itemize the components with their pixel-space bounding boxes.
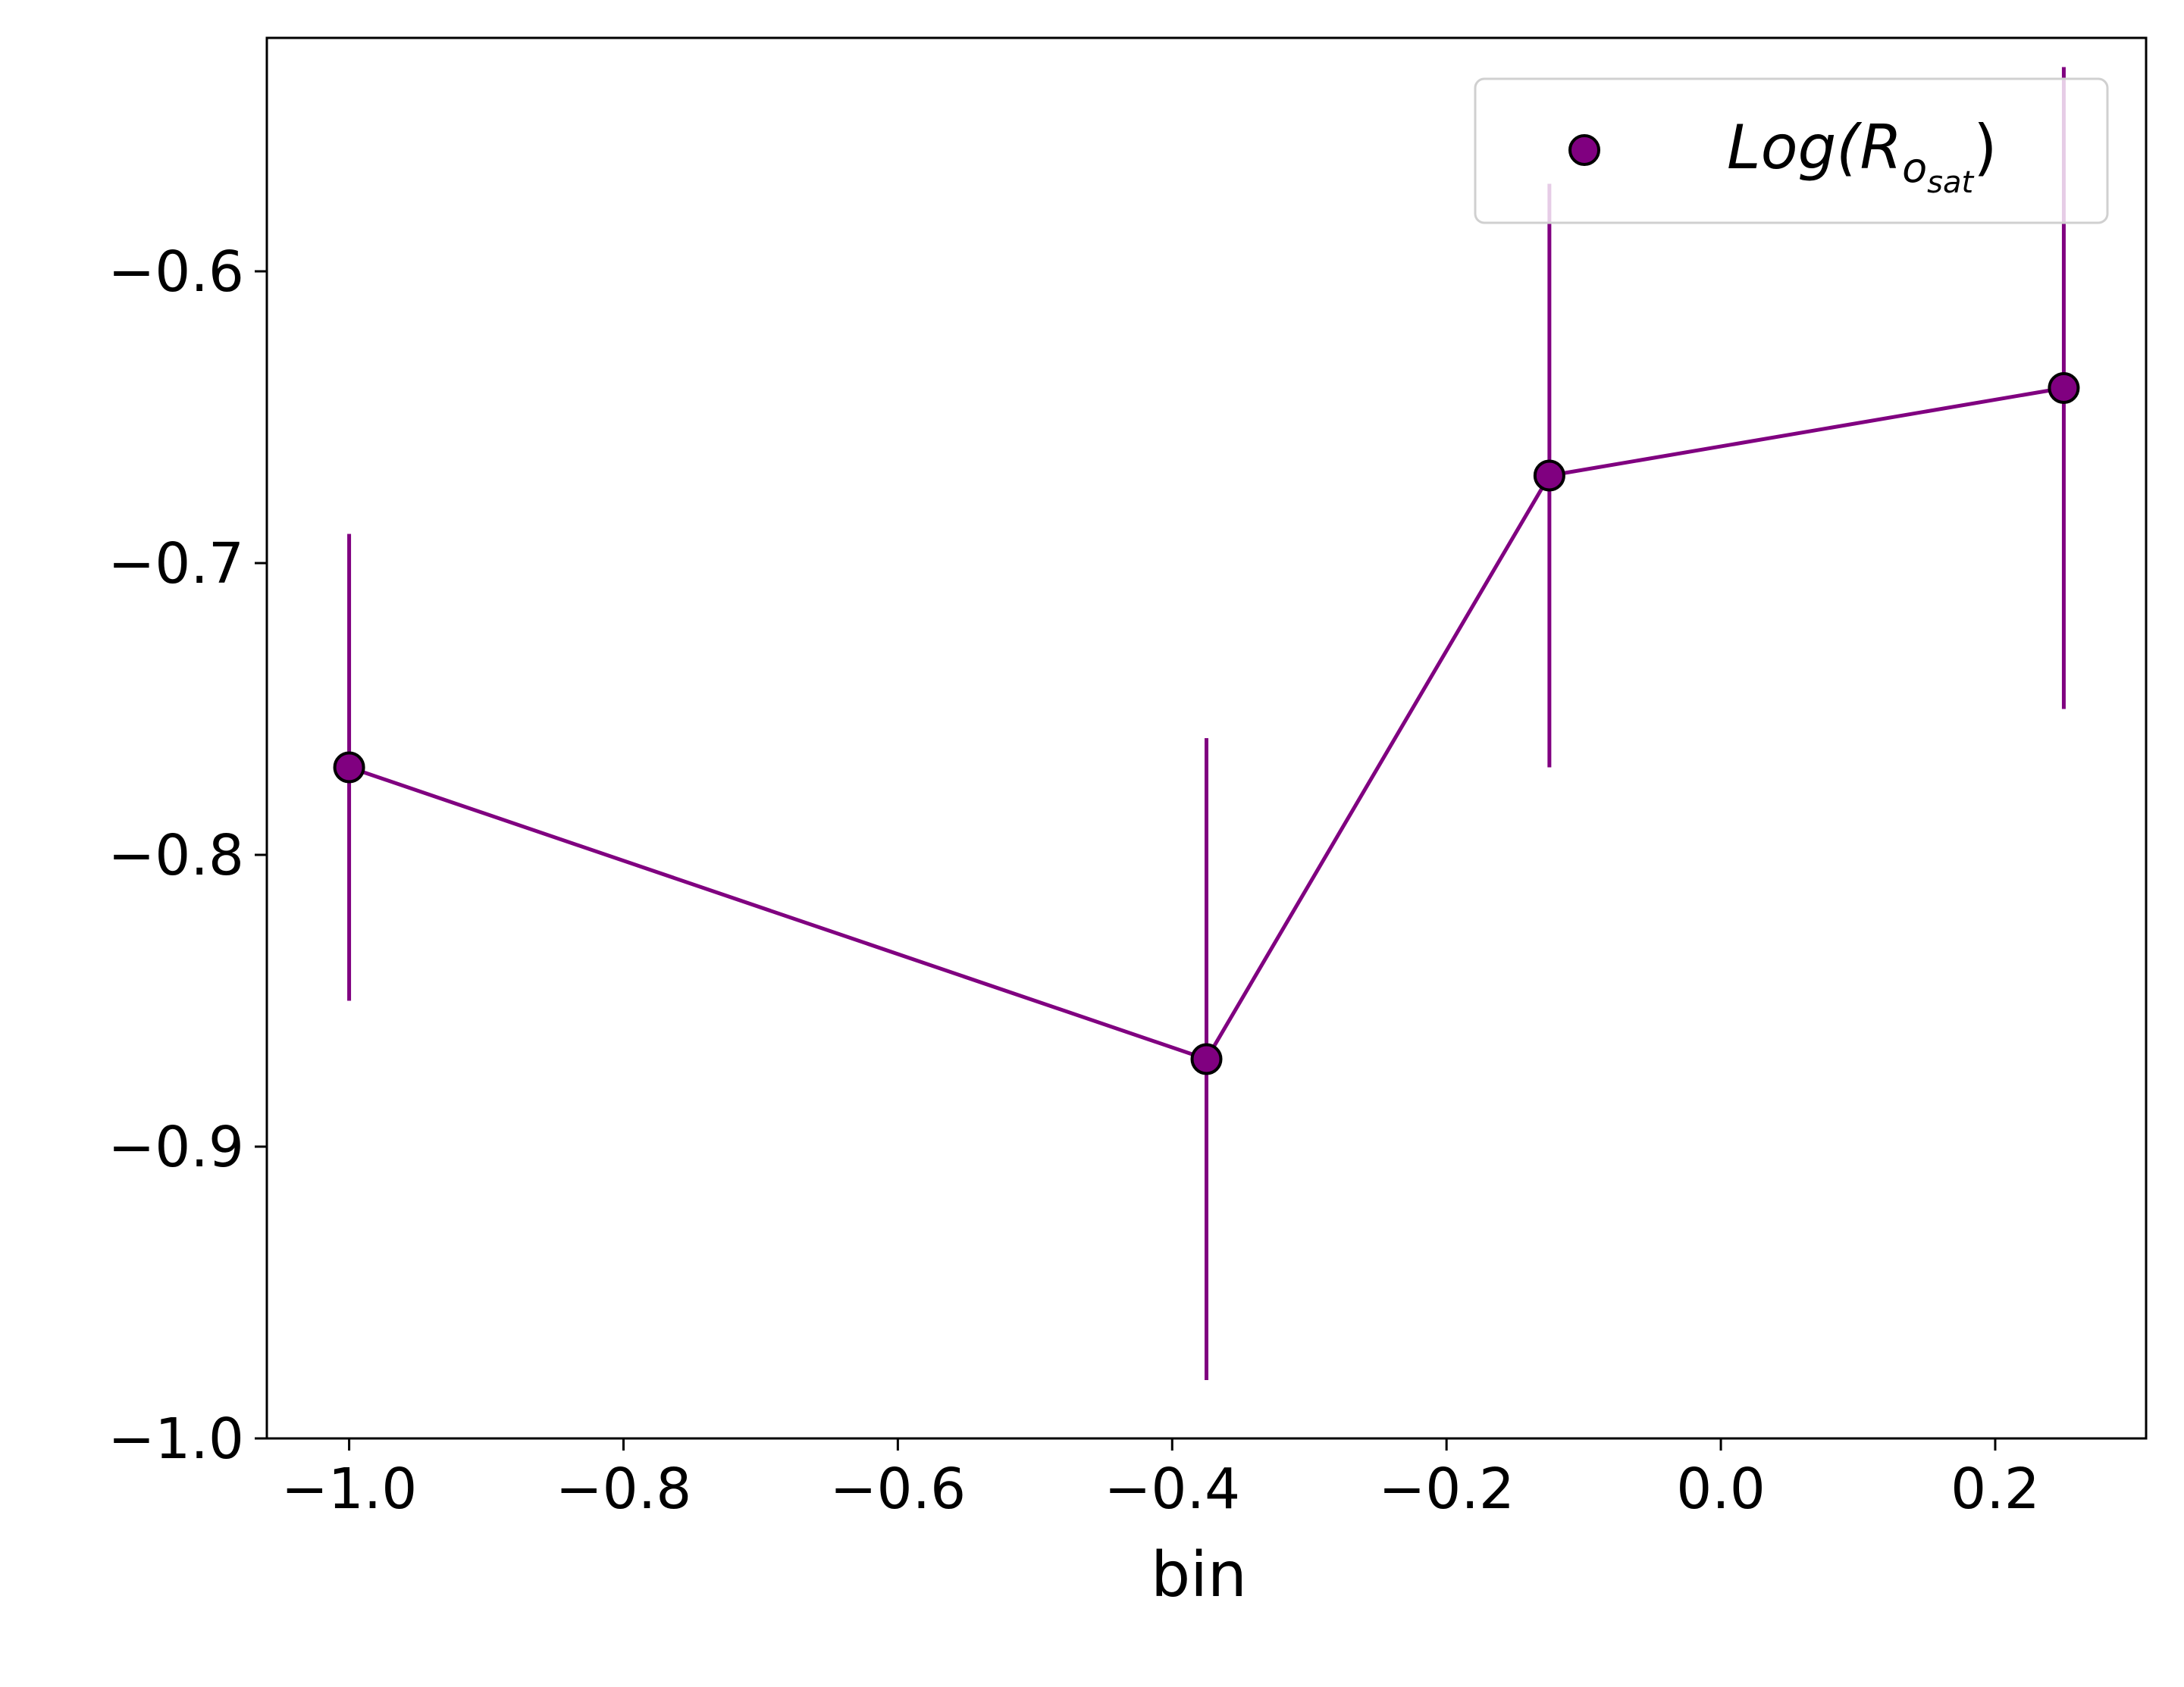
- y-axis: −1.0 −0.9 −0.8 −0.7 −0.6: [108, 239, 267, 1472]
- x-axis: −1.0 −0.8 −0.6 −0.4 −0.2 0.0 0.2: [281, 1438, 2040, 1522]
- y-tick-label: −0.6: [108, 239, 244, 305]
- legend-label-close: ): [1973, 112, 1997, 183]
- data-points: [333, 372, 2080, 1075]
- data-point: [2048, 372, 2080, 404]
- legend-label-sub1: o: [1902, 144, 1927, 192]
- x-tick-label: −0.4: [1104, 1457, 1240, 1522]
- series-lines: [348, 386, 2064, 1061]
- data-point: [1533, 459, 1565, 492]
- x-tick-label: −0.8: [556, 1457, 692, 1522]
- y-tick-label: −0.9: [108, 1115, 244, 1180]
- y-tick-label: −0.7: [108, 531, 244, 596]
- series-line: [348, 386, 2064, 1061]
- x-axis-label: bin: [1151, 1539, 1247, 1611]
- legend: Log(Rosat): [1474, 77, 2109, 224]
- x-tick-label: 0.2: [1951, 1457, 2040, 1522]
- x-tick-label: −0.6: [830, 1457, 967, 1522]
- y-tick-label: −0.8: [108, 823, 244, 888]
- x-tick-label: −1.0: [281, 1457, 418, 1522]
- x-tick-label: −0.2: [1378, 1457, 1515, 1522]
- legend-label-main: Log(R: [1727, 112, 1902, 183]
- data-point: [333, 751, 365, 784]
- legend-box: [1474, 77, 2109, 224]
- legend-marker: [1568, 134, 1600, 166]
- legend-label: Log(Rosat): [1727, 112, 1997, 200]
- y-tick-label: −1.0: [108, 1407, 244, 1472]
- legend-label-sub2: sat: [1927, 165, 1974, 200]
- x-tick-label: 0.0: [1676, 1457, 1766, 1522]
- data-point: [1190, 1043, 1223, 1075]
